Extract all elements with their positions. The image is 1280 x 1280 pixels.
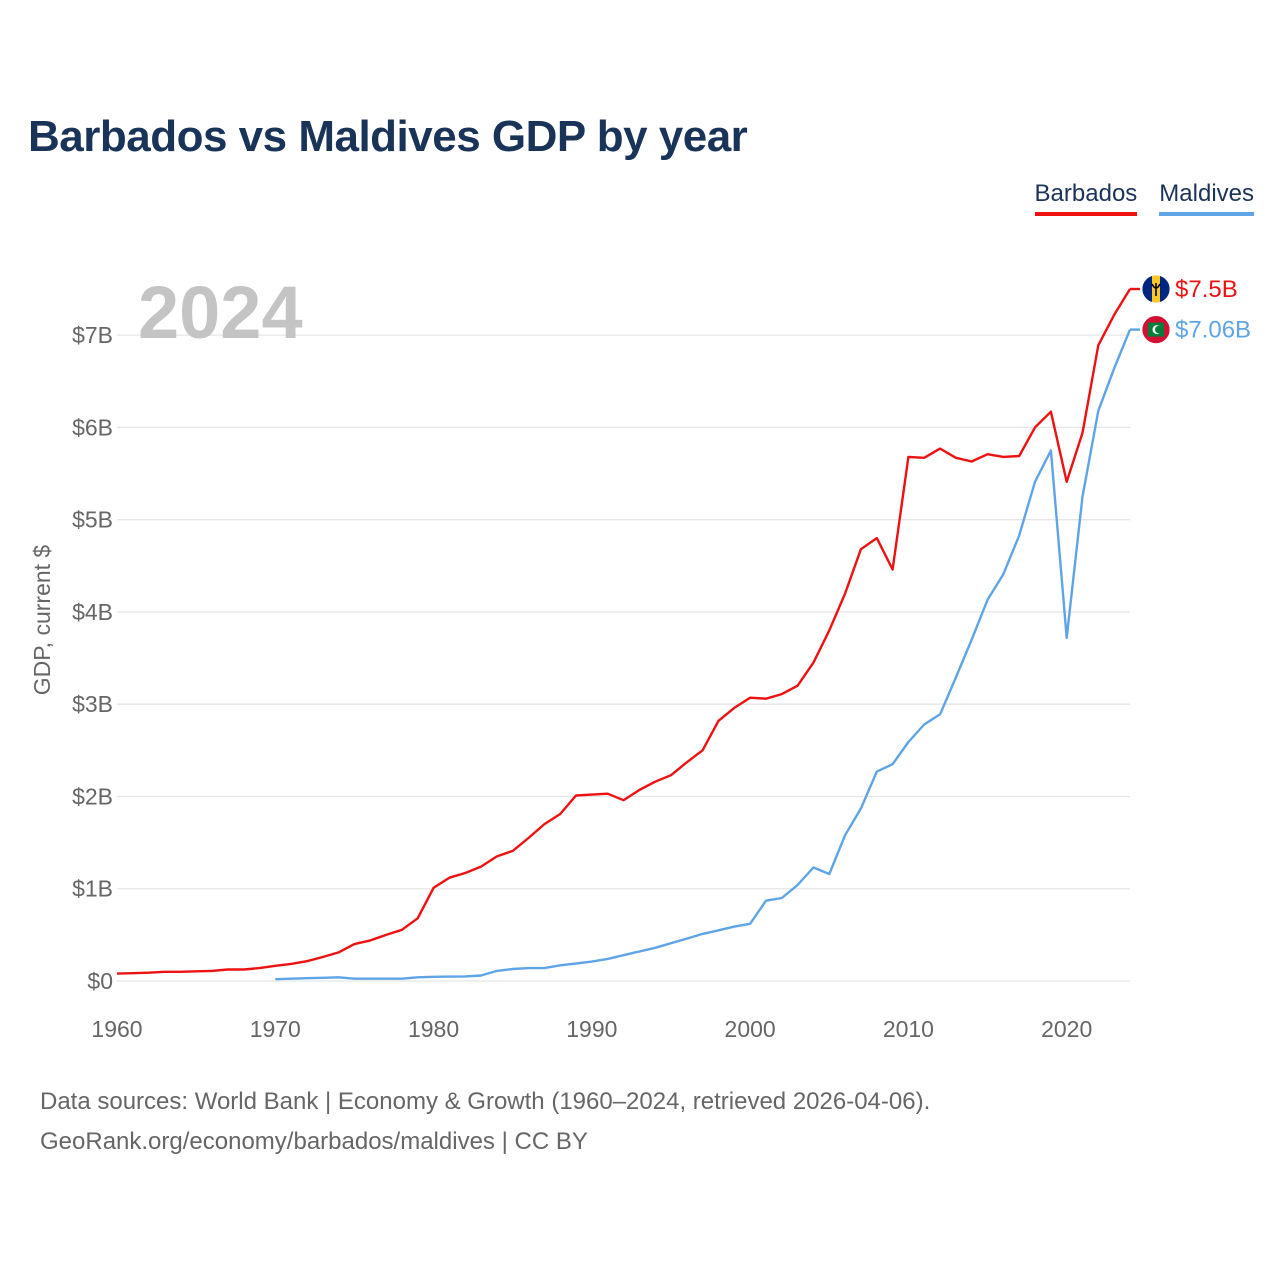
legend-item-barbados[interactable]: Barbados bbox=[1034, 180, 1138, 216]
x-tick-label: 2000 bbox=[725, 1016, 776, 1042]
maldives-flag-icon bbox=[1141, 315, 1171, 344]
x-axis-ticks: 1960 1970 1980 1990 2000 2010 2020 bbox=[91, 1016, 1092, 1042]
series-lines bbox=[116, 287, 1140, 981]
y-axis-label: GDP, current $ bbox=[29, 545, 55, 696]
y-tick-label: $0 bbox=[87, 968, 113, 994]
x-tick-label: 2020 bbox=[1041, 1016, 1092, 1042]
x-tick-label: 1960 bbox=[91, 1016, 142, 1042]
legend: Barbados Maldives bbox=[1034, 180, 1254, 216]
y-tick-label: $1B bbox=[72, 876, 113, 902]
x-tick-label: 2010 bbox=[883, 1016, 934, 1042]
x-tick-label: 1980 bbox=[408, 1016, 459, 1042]
y-tick-label: $5B bbox=[72, 507, 113, 533]
y-tick-label: $7B bbox=[72, 322, 113, 348]
x-tick-label: 1970 bbox=[250, 1016, 301, 1042]
y-tick-label: $3B bbox=[72, 691, 113, 717]
y-tick-label: $6B bbox=[72, 414, 113, 440]
end-value-label-maldives: $7.06B bbox=[1175, 317, 1251, 344]
end-value-label-barbados: $7.5B bbox=[1175, 276, 1238, 303]
barbados-flag-icon bbox=[1141, 274, 1171, 304]
series-line-maldives bbox=[275, 329, 1132, 981]
page-title: Barbados vs Maldives GDP by year bbox=[28, 112, 748, 161]
series-line-barbados bbox=[116, 288, 1132, 975]
source-line-1: Data sources: World Bank | Economy & Gro… bbox=[40, 1088, 931, 1115]
y-axis-ticks: $0 $1B $2B $3B $4B $5B $6B $7B bbox=[72, 322, 113, 994]
year-watermark: 2024 bbox=[138, 271, 303, 354]
end-flags bbox=[1141, 274, 1171, 344]
y-tick-label: $2B bbox=[72, 783, 113, 809]
y-tick-label: $4B bbox=[72, 599, 113, 625]
line-chart: 2024 $0 $1B $2B $3B $4B $5B $6B $7B 1960 1970 198… bbox=[29, 271, 1251, 1042]
gridlines bbox=[117, 334, 1130, 982]
x-tick-label: 1990 bbox=[566, 1016, 617, 1042]
legend-item-maldives[interactable]: Maldives bbox=[1159, 180, 1254, 216]
source-note: Data sources: World Bank | Economy & Gro… bbox=[40, 1082, 930, 1162]
source-line-2[interactable]: GeoRank.org/economy/barbados/maldives | … bbox=[40, 1128, 588, 1155]
